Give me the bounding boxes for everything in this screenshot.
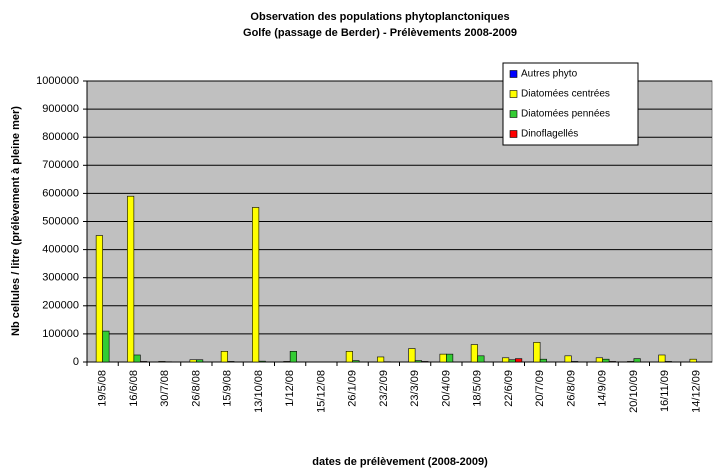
- y-tick-label: 900000: [42, 103, 79, 115]
- bar: [627, 361, 635, 363]
- bar: [633, 358, 641, 363]
- y-tick-label: 1000000: [36, 75, 79, 87]
- x-axis-label: dates de prélèvement (2008-2009): [312, 456, 488, 468]
- legend-swatch: [509, 130, 518, 138]
- legend-label: Dinoflagellés: [521, 129, 578, 140]
- x-tick-label: 20/4/09: [440, 370, 452, 407]
- chart-title: Observation des populations phytoplancto…: [250, 11, 509, 23]
- bar: [140, 361, 148, 363]
- bar: [689, 358, 697, 363]
- bar: [421, 361, 429, 363]
- bar: [571, 361, 579, 363]
- bar: [258, 360, 266, 363]
- bar: [95, 235, 103, 363]
- bar: [564, 355, 572, 363]
- x-tick-label: 16/11/09: [659, 370, 671, 412]
- legend-label: Autres phyto: [521, 69, 578, 80]
- bar: [352, 360, 360, 363]
- bar: [508, 359, 516, 363]
- y-tick-label: 700000: [42, 159, 79, 171]
- bar: [658, 354, 666, 363]
- legend-swatch: [509, 70, 518, 78]
- x-tick-label: 1/12/08: [284, 370, 296, 407]
- x-tick-label: 14/12/09: [690, 370, 702, 413]
- legend-label: Diatomées centrées: [521, 89, 610, 100]
- legend-swatch: [509, 90, 518, 98]
- bar: [439, 353, 447, 363]
- bar: [220, 351, 228, 363]
- x-tick-label: 23/2/09: [378, 370, 390, 407]
- bar: [127, 195, 135, 363]
- y-tick-label: 300000: [42, 272, 79, 284]
- bar: [158, 361, 166, 363]
- bar: [602, 358, 610, 363]
- legend-label: Diatomées pennées: [521, 109, 610, 120]
- bar: [608, 361, 616, 363]
- bar: [189, 359, 197, 363]
- bar: [664, 361, 672, 363]
- bar: [533, 342, 541, 363]
- bar: [515, 358, 523, 363]
- legend-box: [502, 62, 639, 146]
- y-tick-label: 800000: [42, 131, 79, 143]
- x-tick-label: 15/9/08: [222, 370, 234, 407]
- bar: [539, 358, 547, 363]
- bar: [227, 361, 235, 363]
- x-tick-label: 14/9/09: [597, 370, 609, 407]
- bar: [446, 353, 454, 363]
- x-tick-label: 30/7/08: [159, 370, 171, 407]
- y-tick-label: 100000: [42, 328, 79, 340]
- x-tick-label: 18/5/09: [472, 370, 484, 407]
- y-tick-label: 600000: [42, 187, 79, 199]
- x-tick-label: 23/3/09: [409, 370, 421, 407]
- x-tick-label: 20/7/09: [534, 370, 546, 407]
- bar: [289, 351, 297, 363]
- bar: [477, 355, 485, 363]
- x-tick-label: 15/12/08: [315, 370, 327, 413]
- y-tick-label: 200000: [42, 300, 79, 312]
- bar: [102, 330, 110, 363]
- bar: [414, 360, 422, 363]
- x-tick-label: 26/1/09: [347, 370, 359, 407]
- bar: [283, 361, 291, 363]
- bar: [196, 359, 204, 363]
- bar: [252, 207, 260, 363]
- x-tick-label: 16/6/08: [128, 370, 140, 407]
- y-tick-label: 0: [73, 356, 79, 368]
- y-tick-label: 500000: [42, 215, 79, 227]
- bar: [470, 344, 478, 363]
- x-tick-label: 19/5/08: [97, 370, 109, 407]
- legend-swatch: [509, 110, 518, 118]
- x-tick-label: 20/10/09: [628, 370, 640, 413]
- bar: [408, 348, 416, 363]
- x-tick-label: 26/8/08: [190, 370, 202, 407]
- y-axis-label: Nb cellules / litre (prélèvement à plein…: [10, 106, 22, 336]
- x-tick-label: 13/10/08: [253, 370, 265, 413]
- y-tick-label: 400000: [42, 244, 79, 256]
- x-tick-label: 22/6/09: [503, 370, 515, 407]
- bar: [133, 354, 141, 363]
- bar: [595, 357, 603, 363]
- bar: [345, 351, 353, 363]
- bar: [377, 356, 385, 363]
- chart-subtitle: Golfe (passage de Berder) - Prélèvements…: [243, 27, 517, 39]
- bar: [502, 357, 510, 363]
- x-tick-label: 26/8/09: [565, 370, 577, 407]
